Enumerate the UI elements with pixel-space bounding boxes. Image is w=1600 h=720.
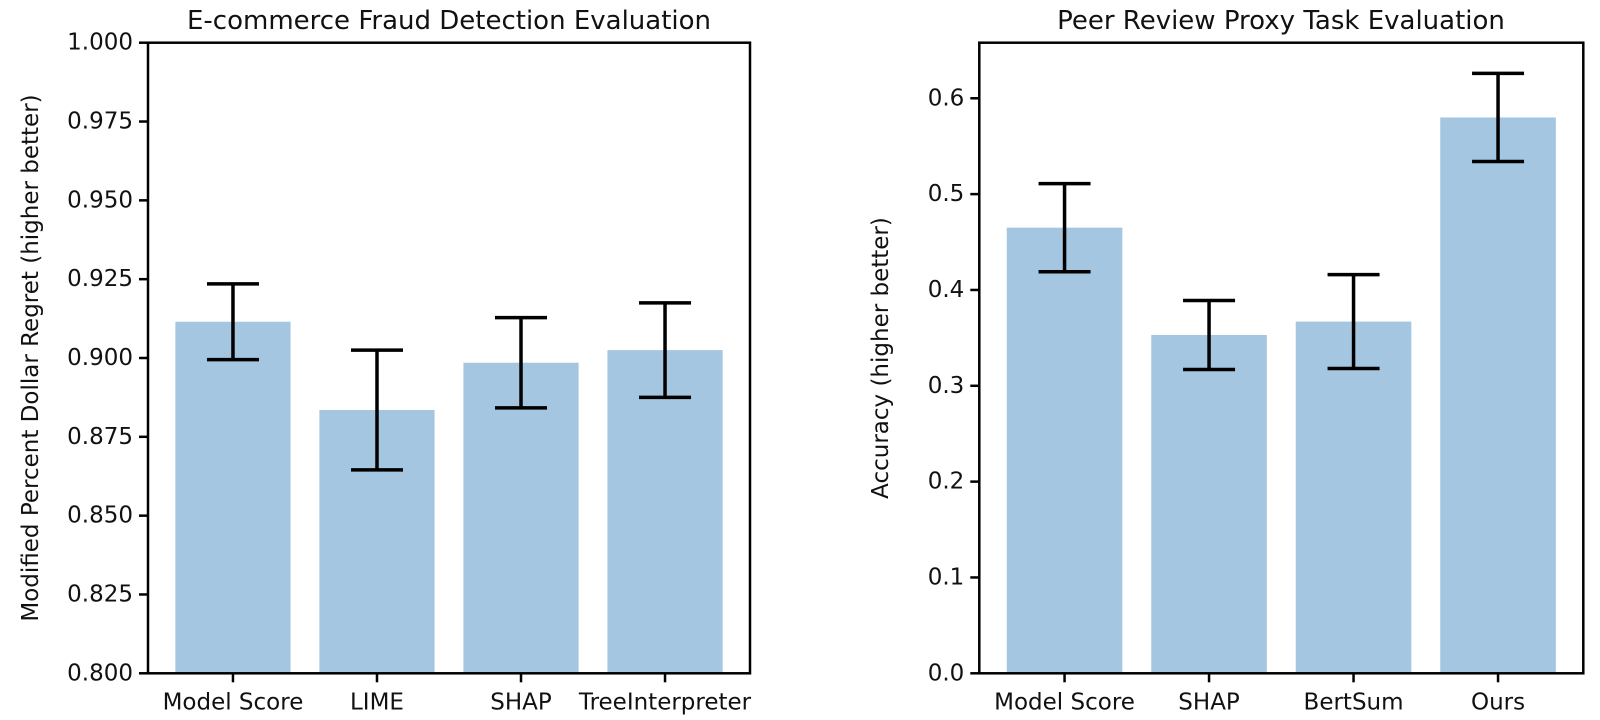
y-tick-label: 0.975 [67, 109, 133, 135]
right-chart-title: Peer Review Proxy Task Evaluation [1057, 6, 1505, 36]
error-bar-shap [495, 315, 548, 410]
y-tick-label: 0.5 [928, 181, 965, 207]
x-tick-label-model-score: Model Score [994, 689, 1135, 715]
y-tick-label: 0.4 [928, 277, 965, 303]
x-tick-label-lime: LIME [350, 689, 404, 715]
y-tick-label: 0.800 [67, 660, 133, 686]
y-tick-label: 0.0 [928, 660, 965, 686]
error-bar-shap [1183, 298, 1236, 372]
left-chart-title: E-commerce Fraud Detection Evaluation [186, 6, 712, 36]
bar-shap [1151, 334, 1267, 674]
right-chart-ylabel: Accuracy (higher better) [868, 217, 894, 499]
error-bar-model-score [206, 282, 259, 362]
y-tick-label: 0.900 [67, 345, 133, 371]
bar-bertsum [1295, 321, 1412, 674]
y-tick-label: 0.2 [928, 469, 965, 495]
y-tick-label: 0.6 [928, 85, 965, 111]
y-tick-label: 0.875 [67, 424, 133, 450]
bar-treeinterpreter [607, 350, 723, 674]
left-chart-ylabel: Modified Percent Dollar Regret (higher b… [18, 94, 44, 622]
bar-model-score [175, 321, 291, 674]
error-bar-bertsum [1327, 272, 1380, 371]
x-tick-label-bertsum: BertSum [1304, 689, 1404, 715]
x-tick-label-model-score: Model Score [163, 689, 304, 715]
bar-shap [463, 362, 579, 674]
y-tick-label: 0.3 [928, 373, 965, 399]
y-tick-label: 0.850 [67, 503, 133, 529]
bar-ours [1440, 117, 1556, 674]
x-tick-label-treeinterpreter: TreeInterpreter [578, 689, 752, 715]
x-tick-label-ours: Ours [1471, 689, 1525, 715]
axes-box [978, 41, 1585, 675]
error-bar-ours [1472, 71, 1525, 164]
y-tick-label: 0.950 [67, 187, 133, 213]
error-bar-treeinterpreter [639, 301, 692, 400]
y-tick-label: 0.925 [67, 266, 133, 292]
x-tick-label-shap: SHAP [490, 689, 552, 715]
x-tick-label-shap: SHAP [1178, 689, 1240, 715]
y-tick-label: 0.1 [928, 564, 965, 590]
error-bar-lime [350, 348, 403, 472]
bar-model-score [1006, 227, 1123, 674]
y-tick-label: 0.825 [67, 581, 133, 607]
error-bar-model-score [1038, 181, 1091, 274]
y-tick-label: 1.000 [67, 30, 133, 56]
